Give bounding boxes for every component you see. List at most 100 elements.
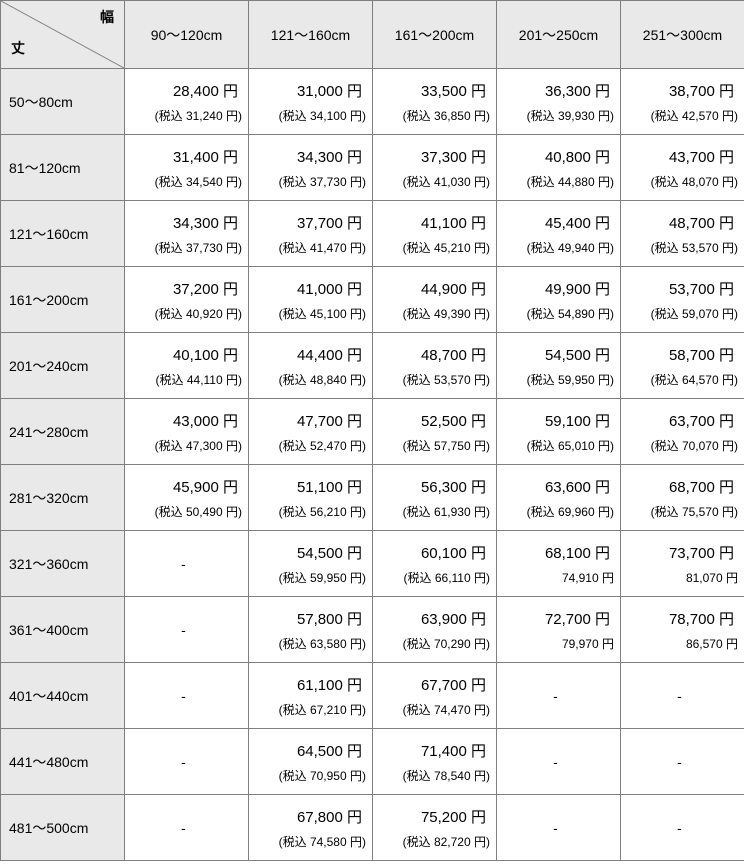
price-main: 67,800 円 <box>249 806 366 827</box>
corner-cell: 幅 丈 <box>1 1 125 69</box>
price-cell: 37,200 円(税込 40,920 円) <box>125 267 249 333</box>
price-tax: (税込 48,070 円) <box>621 173 738 190</box>
price-main: 58,700 円 <box>621 344 738 365</box>
price-cell: 48,700 円(税込 53,570 円) <box>621 201 744 267</box>
price-main: 45,900 円 <box>125 476 242 497</box>
price-main: 38,700 円 <box>621 80 738 101</box>
price-tax: (税込 45,210 円) <box>373 239 490 256</box>
row-header: 201～240cm <box>1 333 125 399</box>
price-cell: 48,700 円(税込 53,570 円) <box>373 333 497 399</box>
price-main: 78,700 円 <box>621 608 738 629</box>
price-cell: 28,400 円(税込 31,240 円) <box>125 69 249 135</box>
col-header: 161～200cm <box>373 1 497 69</box>
price-main: 40,800 円 <box>497 146 614 167</box>
price-cell: - <box>621 795 744 861</box>
price-main: 41,100 円 <box>373 212 490 233</box>
price-main: 71,400 円 <box>373 740 490 761</box>
price-cell: 36,300 円 (税込 39,930 円) <box>497 69 621 135</box>
table-row: 401～440cm-61,100 円(税込 67,210 円)67,700 円(… <box>1 663 744 729</box>
table-body: 50～80cm28,400 円(税込 31,240 円)31,000 円(税込 … <box>1 69 744 861</box>
price-tax: (税込 39,930 円) <box>497 107 614 124</box>
price-cell: 40,800 円(税込 44,880 円) <box>497 135 621 201</box>
price-cell: 37,300 円(税込 41,030 円) <box>373 135 497 201</box>
price-main: 68,700 円 <box>621 476 738 497</box>
price-main: 60,100 円 <box>373 542 490 563</box>
price-cell: 38,700 円(税込 42,570 円) <box>621 69 744 135</box>
price-main: 45,400 円 <box>497 212 614 233</box>
price-cell: 58,700 円(税込 64,570 円) <box>621 333 744 399</box>
price-cell: 73,700 円81,070 円 <box>621 531 744 597</box>
price-main: 51,100 円 <box>249 476 366 497</box>
price-cell: 47,700 円(税込 52,470 円) <box>249 399 373 465</box>
price-main: 33,500 円 <box>373 80 490 101</box>
price-tax: 74,910 円 <box>497 569 614 586</box>
table-row: 50～80cm28,400 円(税込 31,240 円)31,000 円(税込 … <box>1 69 744 135</box>
price-main: 61,100 円 <box>249 674 366 695</box>
price-cell: 44,400 円(税込 48,840 円) <box>249 333 373 399</box>
price-cell: - <box>125 531 249 597</box>
price-tax: (税込 47,300 円) <box>125 437 242 454</box>
price-cell: 34,300 円 (税込 37,730 円) <box>249 135 373 201</box>
price-main: 37,300 円 <box>373 146 490 167</box>
price-cell: 52,500 円(税込 57,750 円) <box>373 399 497 465</box>
price-main: 36,300 円 <box>497 80 614 101</box>
price-main: 43,700 円 <box>621 146 738 167</box>
price-cell: 78,700 円86,570 円 <box>621 597 744 663</box>
row-header: 401～440cm <box>1 663 125 729</box>
price-cell: 64,500 円(税込 70,950 円) <box>249 729 373 795</box>
row-header: 50～80cm <box>1 69 125 135</box>
price-cell: - <box>125 729 249 795</box>
price-cell: 49,900 円(税込 54,890 円) <box>497 267 621 333</box>
price-cell: 37,700 円(税込 41,470 円) <box>249 201 373 267</box>
price-cell: 63,900 円(税込 70,290 円) <box>373 597 497 663</box>
row-header: 441～480cm <box>1 729 125 795</box>
price-tax: (税込 54,890 円) <box>497 305 614 322</box>
price-tax: (税込 53,570 円) <box>373 371 490 388</box>
price-cell: 59,100 円(税込 65,010 円) <box>497 399 621 465</box>
price-cell: 72,700 円79,970 円 <box>497 597 621 663</box>
price-cell: 63,600 円(税込 69,960 円) <box>497 465 621 531</box>
price-main: 48,700 円 <box>621 212 738 233</box>
price-cell: 41,000 円(税込 45,100 円) <box>249 267 373 333</box>
row-header: 321～360cm <box>1 531 125 597</box>
table-row: 441～480cm-64,500 円(税込 70,950 円)71,400 円 (… <box>1 729 744 795</box>
price-cell: - <box>497 795 621 861</box>
price-cell: 45,400 円(税込 49,940 円) <box>497 201 621 267</box>
price-main: 43,000 円 <box>125 410 242 431</box>
price-tax: (税込 78,540 円) <box>373 767 490 784</box>
table-row: 481～500cm-67,800 円(税込 74,580 円)75,200 円(… <box>1 795 744 861</box>
price-main: 31,400 円 <box>125 146 242 167</box>
price-main: 28,400 円 <box>125 80 242 101</box>
price-main: 56,300 円 <box>373 476 490 497</box>
price-cell: 63,700 円(税込 70,070 円) <box>621 399 744 465</box>
price-main: 44,900 円 <box>373 278 490 299</box>
price-main: 47,700 円 <box>249 410 366 431</box>
price-tax: (税込 70,950 円) <box>249 767 366 784</box>
price-cell: 34,300 円(税込 37,730 円) <box>125 201 249 267</box>
corner-top-label: 幅 <box>100 7 114 27</box>
price-cell: - <box>497 663 621 729</box>
price-main: 34,300 円 <box>125 212 242 233</box>
price-cell: 61,100 円(税込 67,210 円) <box>249 663 373 729</box>
price-tax: (税込 70,070 円) <box>621 437 738 454</box>
price-tax: (税込 37,730 円) <box>249 173 366 190</box>
price-main: 40,100 円 <box>125 344 242 365</box>
price-main: 44,400 円 <box>249 344 366 365</box>
price-main: 59,100 円 <box>497 410 614 431</box>
price-main: 34,300 円 <box>249 146 366 167</box>
table-row: 241～280cm43,000 円(税込 47,300 円)47,700 円(税… <box>1 399 744 465</box>
table-row: 121～160cm34,300 円(税込 37,730 円)37,700 円(税… <box>1 201 744 267</box>
price-main: 53,700 円 <box>621 278 738 299</box>
price-cell: - <box>125 795 249 861</box>
price-tax: (税込 61,930 円) <box>373 503 490 520</box>
price-cell: 43,000 円 (税込 47,300 円) <box>125 399 249 465</box>
price-cell: 41,100 円 (税込 45,210 円) <box>373 201 497 267</box>
corner-bottom-label: 丈 <box>11 38 25 58</box>
price-main: 37,200 円 <box>125 278 242 299</box>
price-main: 68,100 円 <box>497 542 614 563</box>
price-tax: (税込 59,950 円) <box>497 371 614 388</box>
price-tax: (税込 59,950 円) <box>249 569 366 586</box>
price-cell: 53,700 円(税込 59,070 円) <box>621 267 744 333</box>
price-main: 75,200 円 <box>373 806 490 827</box>
price-tax: 79,970 円 <box>497 635 614 652</box>
